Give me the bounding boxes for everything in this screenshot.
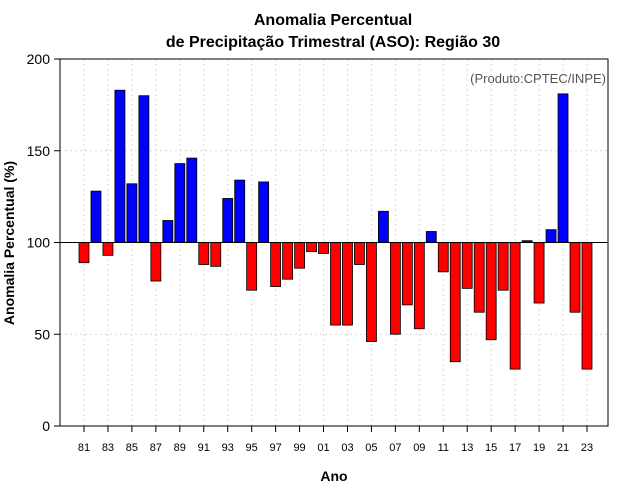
x-axis-label: Ano: [320, 468, 347, 484]
bar-85: [126, 183, 138, 243]
bar-88: [162, 220, 174, 243]
bar-81: [78, 242, 90, 264]
bar-06: [377, 210, 389, 243]
bar-10: [425, 231, 437, 243]
x-tick-label-0: 81: [78, 442, 90, 454]
bar-15: [485, 242, 497, 341]
bar-22: [569, 242, 581, 313]
bar-01: [318, 242, 329, 254]
x-tick-label-10: 01: [317, 442, 329, 454]
y-tick-label-3: 150: [27, 143, 51, 159]
y-tick-label-1: 50: [34, 326, 50, 342]
bar-97: [270, 242, 282, 287]
bar-86: [138, 95, 150, 243]
x-tick-label-3: 87: [150, 442, 162, 454]
bar-98: [282, 242, 293, 280]
bar-05: [366, 242, 377, 342]
x-tick-label-7: 95: [246, 442, 258, 454]
bar-90: [186, 157, 198, 243]
x-tick-label-5: 91: [198, 442, 210, 454]
chart-title-line1: Anomalia Percentual: [254, 12, 412, 29]
bar-96: [258, 181, 270, 243]
bar-92: [210, 242, 222, 267]
x-tick-label-11: 03: [341, 442, 353, 454]
x-tick-label-20: 21: [557, 442, 569, 454]
bar-19: [533, 242, 545, 304]
bar-93: [222, 198, 234, 243]
bar-02: [330, 242, 341, 326]
bar-87: [150, 242, 162, 282]
bar-83: [102, 242, 114, 256]
bar-13: [461, 242, 473, 289]
bar-23: [581, 242, 593, 370]
x-tick-label-6: 93: [222, 442, 234, 454]
x-tick-label-13: 07: [389, 442, 401, 454]
bar-09: [413, 242, 425, 330]
x-tick-label-2: 85: [126, 442, 138, 454]
bar-16: [497, 242, 509, 291]
bar-21: [557, 93, 569, 243]
x-tick-label-18: 17: [509, 442, 521, 454]
x-tick-label-15: 11: [438, 442, 449, 454]
x-tick-label-1: 83: [102, 442, 114, 454]
bar-82: [90, 190, 102, 243]
chart-title-line2: de Precipitação Trimestral (ASO): Região…: [166, 34, 500, 51]
x-tick-label-14: 09: [413, 442, 425, 454]
x-tick-label-17: 15: [485, 442, 497, 454]
bar-14: [473, 242, 485, 313]
bar-03: [342, 242, 353, 326]
x-tick-label-4: 89: [174, 442, 186, 454]
y-axis-label: Anomalia Percentual (%): [1, 161, 17, 325]
bar-04: [354, 242, 365, 265]
bar-95: [246, 242, 258, 291]
y-tick-label-4: 200: [27, 51, 51, 67]
bar-84: [114, 89, 126, 243]
y-axis: 0 50 100 150 200: [27, 51, 60, 434]
bar-91: [198, 242, 210, 265]
bar-08: [401, 242, 413, 306]
x-tick-label-19: 19: [533, 442, 545, 454]
bar-89: [174, 163, 186, 243]
x-axis: 81 83 85 87 89 91 93 95 97 99 01 03 05 07 09 11 13 15 17 19…: [78, 426, 593, 454]
x-tick-label-9: 99: [293, 442, 305, 454]
bar-12: [449, 242, 461, 363]
bar-99: [294, 242, 305, 269]
bar-07: [389, 242, 401, 335]
bar-17: [509, 242, 521, 370]
x-tick-label-21: 23: [581, 442, 593, 454]
bar-00: [306, 242, 317, 253]
credit-text: (Produto:CPTEC/INPE): [470, 71, 606, 86]
bar-11: [437, 242, 449, 273]
bar-20: [545, 229, 557, 243]
y-tick-label-2: 100: [27, 235, 51, 251]
x-tick-label-16: 13: [461, 442, 473, 454]
y-tick-label-0: 0: [42, 418, 50, 434]
x-tick-label-12: 05: [365, 442, 377, 454]
bar-94: [234, 179, 246, 243]
x-tick-label-8: 97: [269, 442, 281, 454]
